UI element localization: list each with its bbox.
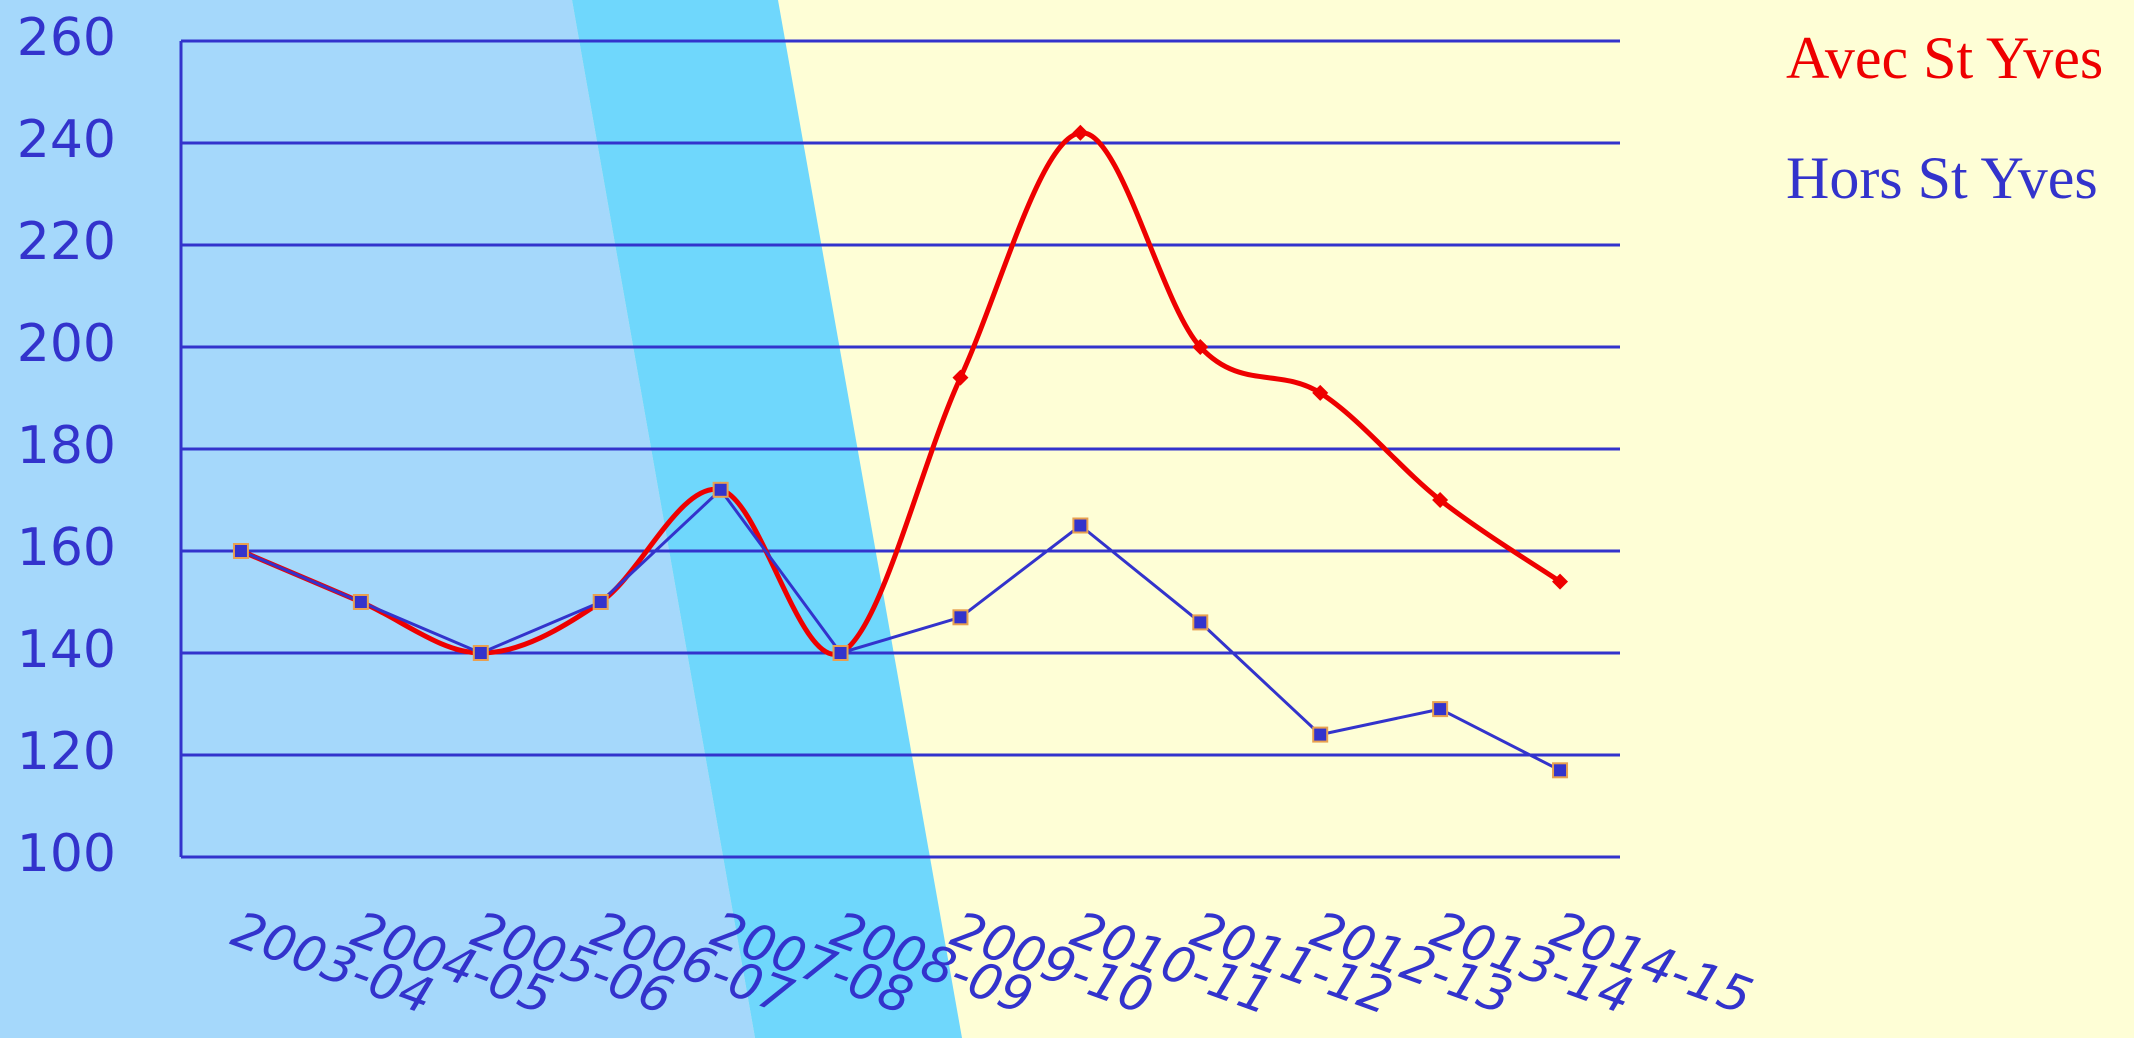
y-tick-label: 260 <box>17 8 116 68</box>
background-panel <box>0 0 755 1038</box>
y-tick-label: 240 <box>17 110 116 170</box>
data-point <box>232 543 249 559</box>
y-tick-label: 160 <box>17 518 116 578</box>
y-tick-label: 120 <box>17 722 116 782</box>
legend-label: Avec St Yves <box>1786 25 2103 91</box>
y-tick-label: 180 <box>17 416 116 476</box>
data-point <box>952 609 969 626</box>
data-point <box>352 594 369 610</box>
data-point <box>592 594 609 610</box>
data-point <box>952 369 969 386</box>
data-point <box>1312 726 1329 743</box>
data-point <box>1192 339 1209 355</box>
data-point <box>1312 384 1329 401</box>
data-point <box>1192 614 1209 631</box>
data-point <box>1072 517 1089 534</box>
data-point <box>1552 573 1569 590</box>
y-tick-label: 220 <box>17 212 116 272</box>
y-tick-label: 140 <box>17 620 116 680</box>
series-line <box>240 487 1561 772</box>
data-point <box>1432 492 1449 508</box>
legend-label: Hors St Yves <box>1786 145 2098 211</box>
data-point <box>832 645 849 661</box>
data-point <box>712 481 729 498</box>
data-point <box>472 645 489 661</box>
data-point <box>1552 762 1569 779</box>
y-tick-label: 200 <box>17 314 116 374</box>
background-stripe <box>572 0 962 1038</box>
y-tick-label: 100 <box>17 824 116 884</box>
data-point <box>1072 124 1089 141</box>
data-point <box>1432 701 1449 718</box>
